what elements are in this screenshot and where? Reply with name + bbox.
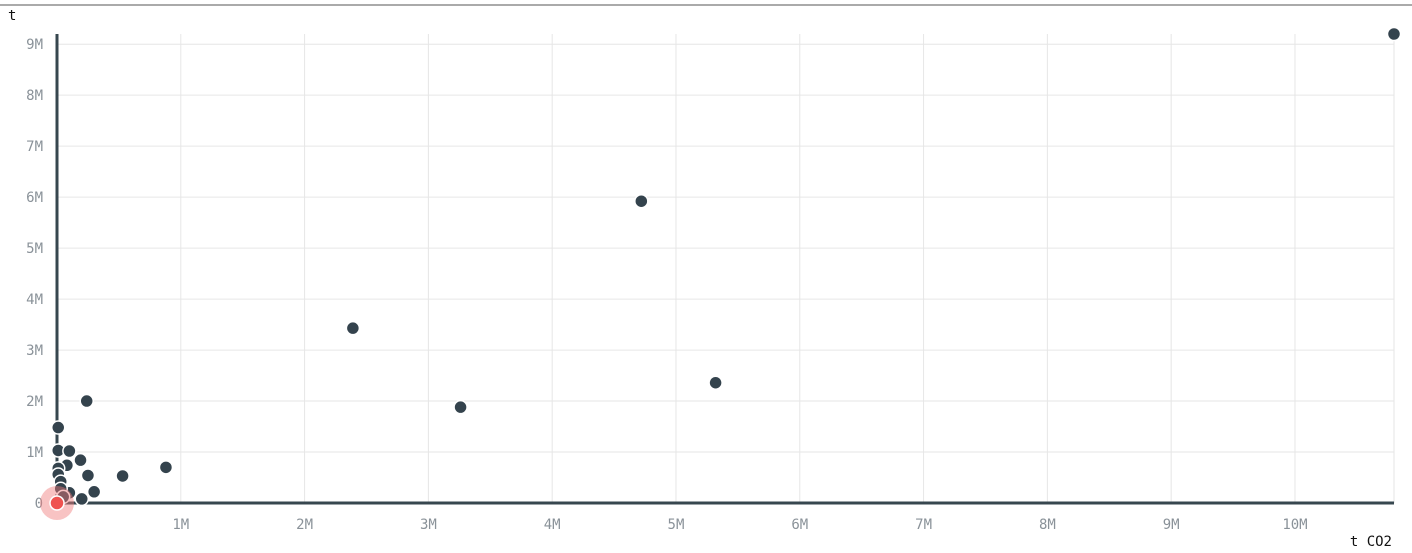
data-point [453, 399, 468, 415]
data-point [1386, 26, 1402, 42]
data-point [115, 468, 130, 484]
x-tick-label: 6M [791, 517, 808, 533]
data-point [80, 468, 96, 483]
data-point [158, 460, 174, 475]
y-tick-label: 9M [26, 37, 43, 53]
data-point [345, 320, 361, 336]
y-tick-label: 6M [26, 190, 43, 206]
x-tick-label: 3M [420, 517, 437, 533]
data-point [79, 393, 94, 409]
data-point [73, 452, 88, 468]
y-tick-label: 4M [26, 292, 43, 308]
highlighted-data-point [49, 495, 65, 511]
y-tick-label: 3M [26, 343, 43, 359]
x-tick-label: 10M [1282, 517, 1307, 533]
x-tick-label: 5M [668, 517, 685, 533]
y-tick-label: 0 [35, 496, 43, 512]
data-point [74, 491, 90, 507]
data-point [634, 193, 649, 209]
tick-labels: 1M 2M 3M 4M 5M 6M 7M 8M 9M 10M 0 1M 2M 3M 4M 5M 6M 7M 8M 9M [26, 37, 1307, 533]
data-points [40, 26, 1402, 520]
x-tick-label: 8M [1039, 517, 1056, 533]
x-tick-label: 7M [915, 517, 932, 533]
x-axis-unit-label: t CO2 [1350, 534, 1392, 550]
grid-lines [57, 34, 1395, 503]
data-point [86, 484, 102, 500]
x-tick-label: 4M [544, 517, 561, 533]
data-point [50, 420, 66, 435]
y-tick-label: 7M [26, 139, 43, 155]
x-tick-label: 2M [296, 517, 313, 533]
y-tick-label: 2M [26, 394, 43, 410]
data-point [708, 375, 723, 390]
x-tick-label: 1M [172, 517, 189, 533]
data-point [62, 443, 77, 459]
y-tick-label: 1M [26, 445, 43, 461]
y-tick-label: 5M [26, 241, 43, 257]
y-axis-unit-label: t [8, 8, 16, 24]
x-tick-label: 9M [1163, 517, 1180, 533]
y-tick-label: 8M [26, 88, 43, 104]
